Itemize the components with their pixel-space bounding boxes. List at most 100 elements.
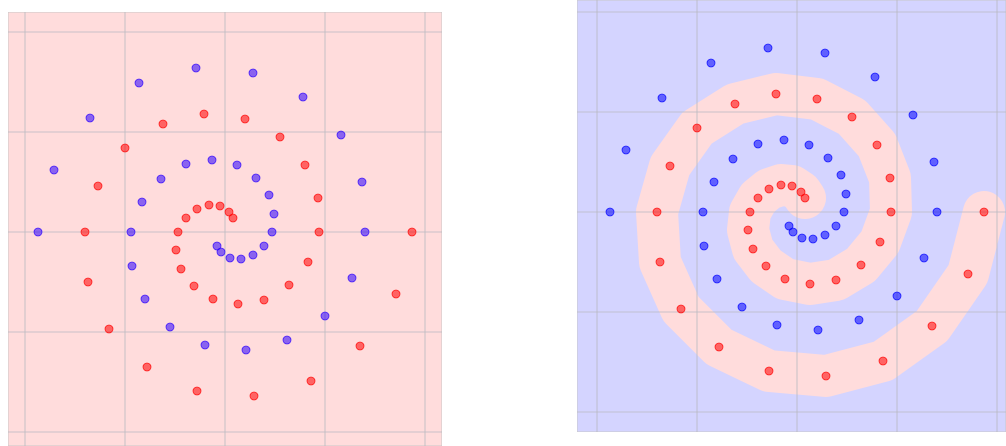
- point: [676, 304, 686, 314]
- point: [320, 311, 330, 321]
- point: [784, 221, 794, 231]
- point: [275, 132, 285, 142]
- point: [259, 241, 269, 251]
- point: [892, 291, 902, 301]
- point: [282, 335, 292, 345]
- point: [699, 241, 709, 251]
- point: [712, 274, 722, 284]
- point: [761, 261, 771, 271]
- point: [841, 189, 851, 199]
- point: [236, 254, 246, 264]
- point: [870, 72, 880, 82]
- point: [787, 181, 797, 191]
- point: [808, 234, 818, 244]
- point: [847, 112, 857, 122]
- point: [156, 174, 166, 184]
- point: [212, 241, 222, 251]
- point: [49, 165, 59, 175]
- point: [929, 157, 939, 167]
- point: [173, 227, 183, 237]
- point: [878, 356, 888, 366]
- point: [120, 143, 130, 153]
- point: [753, 139, 763, 149]
- point: [251, 173, 261, 183]
- point: [813, 325, 823, 335]
- point: [737, 302, 747, 312]
- point: [856, 260, 866, 270]
- point: [804, 140, 814, 150]
- point: [93, 181, 103, 191]
- point: [657, 93, 667, 103]
- point: [313, 193, 323, 203]
- point: [233, 299, 243, 309]
- point: [269, 209, 279, 219]
- point: [140, 294, 150, 304]
- point: [216, 247, 226, 257]
- point: [267, 227, 277, 237]
- point: [171, 245, 181, 255]
- point: [812, 94, 822, 104]
- point: [355, 341, 365, 351]
- point: [771, 89, 781, 99]
- point: [831, 275, 841, 285]
- point: [192, 204, 202, 214]
- point: [831, 221, 841, 231]
- point: [284, 280, 294, 290]
- point: [407, 227, 417, 237]
- point: [836, 170, 846, 180]
- point: [215, 201, 225, 211]
- point: [745, 207, 755, 217]
- point: [885, 173, 895, 183]
- point: [137, 197, 147, 207]
- point: [248, 250, 258, 260]
- point: [854, 315, 864, 325]
- point: [85, 113, 95, 123]
- point: [314, 227, 324, 237]
- point: [249, 391, 259, 401]
- point: [259, 295, 269, 305]
- point: [932, 207, 942, 217]
- point: [240, 114, 250, 124]
- point: [820, 48, 830, 58]
- point: [886, 207, 896, 217]
- point: [706, 58, 716, 68]
- point: [208, 294, 218, 304]
- point: [927, 321, 937, 331]
- point: [134, 78, 144, 88]
- point: [776, 180, 786, 190]
- point: [303, 257, 313, 267]
- point: [158, 119, 168, 129]
- point: [839, 207, 849, 217]
- point: [875, 237, 885, 247]
- point: [772, 320, 782, 330]
- panel: [8, 12, 442, 446]
- point: [820, 230, 830, 240]
- point: [728, 154, 738, 164]
- point: [347, 273, 357, 283]
- point: [336, 130, 346, 140]
- point: [764, 184, 774, 194]
- point: [796, 187, 806, 197]
- point: [698, 207, 708, 217]
- point: [709, 177, 719, 187]
- point: [142, 362, 152, 372]
- point: [800, 193, 810, 203]
- point: [191, 63, 201, 73]
- point: [207, 155, 217, 165]
- point: [753, 193, 763, 203]
- point: [919, 253, 929, 263]
- point: [872, 140, 882, 150]
- point: [248, 68, 258, 78]
- point: [788, 227, 798, 237]
- point: [300, 160, 310, 170]
- point: [33, 227, 43, 237]
- point: [127, 261, 137, 271]
- decision-region: [636, 73, 1005, 397]
- point: [748, 244, 758, 254]
- point: [232, 160, 242, 170]
- point: [357, 177, 367, 187]
- point: [126, 227, 136, 237]
- point: [621, 145, 631, 155]
